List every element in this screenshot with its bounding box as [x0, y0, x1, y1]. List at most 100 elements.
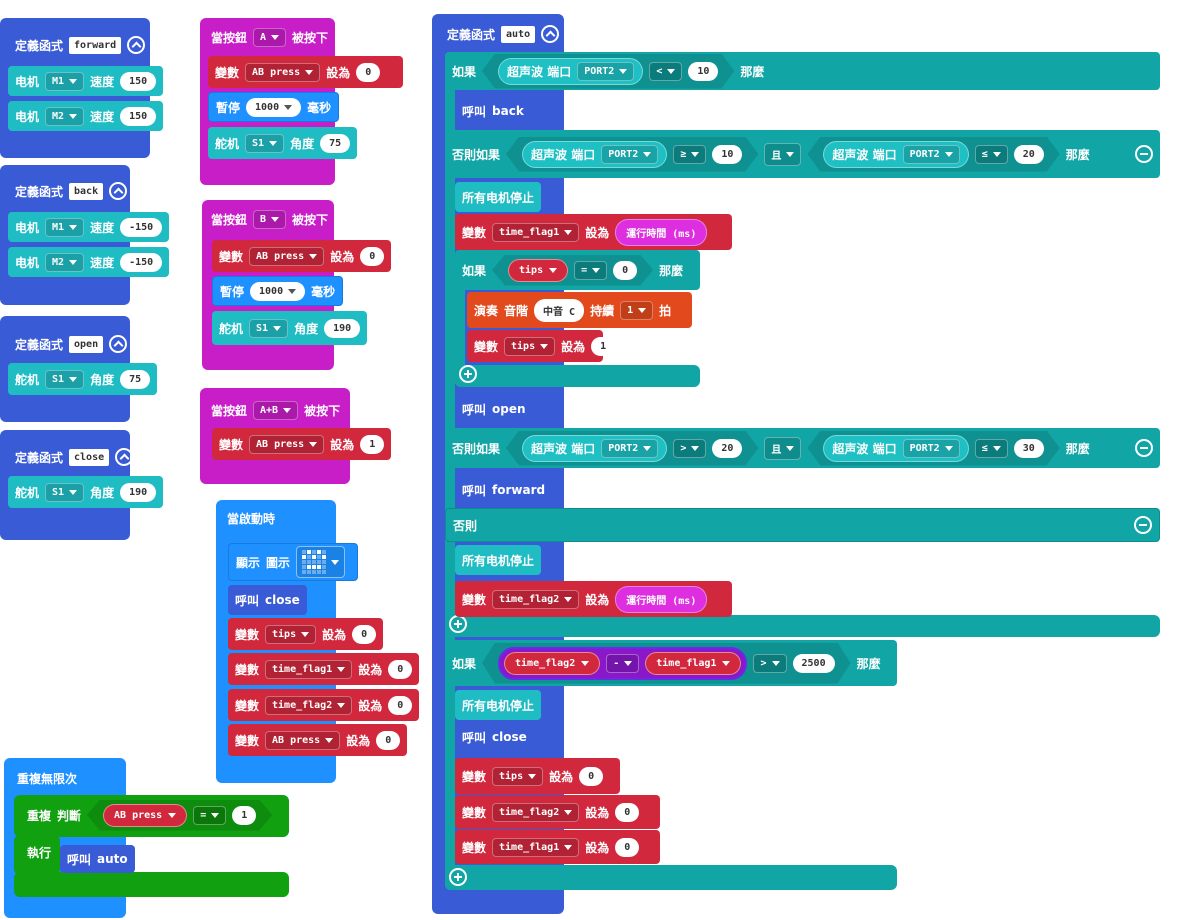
- dropdown[interactable]: PORT2: [601, 145, 658, 164]
- dropdown-text: -: [613, 657, 620, 669]
- dropdown[interactable]: time_flag1: [265, 659, 353, 679]
- value-field[interactable]: 150: [120, 106, 157, 126]
- value-field[interactable]: 20: [1014, 145, 1044, 164]
- dropdown[interactable]: S1: [245, 133, 285, 153]
- dropdown[interactable]: M1: [45, 217, 85, 237]
- dropdown[interactable]: M2: [45, 252, 85, 272]
- dropdown[interactable]: PORT2: [577, 62, 634, 81]
- dropdown[interactable]: S1: [45, 369, 85, 389]
- variable-reporter[interactable]: time_flag1: [645, 652, 741, 675]
- add-branch-button[interactable]: [449, 868, 467, 886]
- keyword: 變數: [462, 805, 487, 820]
- dropdown[interactable]: AB press: [249, 246, 325, 266]
- value-field[interactable]: 0: [615, 802, 640, 822]
- dropdown[interactable]: AB press: [245, 62, 321, 82]
- dropdown[interactable]: >: [673, 439, 706, 458]
- dropdown[interactable]: M2: [45, 106, 85, 126]
- function-name[interactable]: close: [69, 448, 110, 466]
- dropdown[interactable]: 1000: [246, 97, 302, 117]
- dropdown[interactable]: time_flag2: [492, 802, 580, 822]
- value-field[interactable]: 30: [1014, 439, 1044, 458]
- value-field[interactable]: 150: [120, 71, 157, 91]
- variable-reporter[interactable]: AB press: [103, 804, 187, 827]
- dropdown[interactable]: tips: [265, 624, 317, 644]
- value-field[interactable]: 1: [360, 434, 385, 454]
- block: 所有电机停止: [455, 690, 542, 720]
- value-field[interactable]: 中音 C: [534, 298, 585, 322]
- dropdown[interactable]: =: [193, 806, 226, 825]
- dropdown[interactable]: ≥: [673, 145, 706, 164]
- value-field[interactable]: 10: [712, 145, 742, 164]
- value-field[interactable]: 75: [120, 369, 151, 389]
- dropdown[interactable]: AB press: [249, 434, 325, 454]
- variable-reporter[interactable]: time_flag2: [504, 652, 600, 675]
- value-field[interactable]: 190: [324, 318, 361, 338]
- value-field[interactable]: 0: [613, 261, 637, 280]
- value-field[interactable]: 0: [388, 659, 413, 679]
- function-name[interactable]: back: [69, 182, 104, 200]
- dropdown[interactable]: >: [753, 654, 786, 673]
- collapse-button[interactable]: [109, 182, 128, 200]
- dropdown[interactable]: M1: [45, 71, 85, 91]
- dropdown[interactable]: tips: [504, 336, 556, 356]
- dropdown[interactable]: time_flag2: [265, 695, 353, 715]
- dropdown-arrow: [69, 376, 78, 382]
- icon-dropdown[interactable]: [296, 546, 346, 578]
- dropdown-text: tips: [272, 628, 297, 640]
- led: [302, 570, 307, 574]
- dropdown[interactable]: 且: [764, 436, 802, 460]
- dropdown[interactable]: tips: [492, 766, 544, 786]
- variable-reporter[interactable]: tips: [508, 259, 568, 282]
- value-field[interactable]: 0: [352, 624, 377, 644]
- dropdown[interactable]: time_flag1: [492, 222, 580, 242]
- collapse-button[interactable]: [109, 335, 128, 353]
- dropdown[interactable]: AB press: [265, 730, 341, 750]
- value-field[interactable]: 2500: [793, 654, 835, 673]
- dropdown[interactable]: <: [649, 62, 682, 81]
- value-field[interactable]: -150: [120, 252, 163, 272]
- value-field[interactable]: 0: [360, 246, 385, 266]
- value-field[interactable]: 0: [388, 695, 413, 715]
- value-field[interactable]: 0: [579, 766, 604, 786]
- function-name[interactable]: forward: [69, 36, 122, 54]
- add-branch-button[interactable]: [459, 365, 477, 383]
- value-field[interactable]: 0: [356, 62, 381, 82]
- add-branch-button[interactable]: [449, 615, 467, 633]
- dropdown[interactable]: ≤: [975, 439, 1008, 458]
- dropdown[interactable]: A: [253, 27, 287, 47]
- remove-branch-button[interactable]: [1135, 439, 1153, 457]
- sensor-reporter: 超声波 端口 PORT2: [823, 141, 968, 168]
- dropdown[interactable]: A+B: [253, 400, 299, 420]
- dropdown[interactable]: S1: [45, 482, 85, 502]
- dropdown[interactable]: ≤: [975, 145, 1008, 164]
- dropdown[interactable]: 1000: [250, 281, 306, 301]
- value-field[interactable]: 0: [376, 730, 401, 750]
- dropdown[interactable]: S1: [249, 318, 289, 338]
- value-field[interactable]: 190: [120, 482, 157, 502]
- dropdown[interactable]: PORT2: [601, 439, 658, 458]
- dropdown[interactable]: time_flag2: [492, 589, 580, 609]
- dropdown-text: time_flag2: [272, 699, 333, 711]
- dropdown[interactable]: time_flag1: [492, 837, 580, 857]
- remove-branch-button[interactable]: [1134, 516, 1152, 534]
- dropdown[interactable]: -: [606, 654, 639, 673]
- function-name[interactable]: open: [69, 335, 104, 353]
- value-field[interactable]: 20: [712, 439, 742, 458]
- collapse-button[interactable]: [541, 25, 560, 43]
- dropdown[interactable]: B: [253, 209, 287, 229]
- dropdown[interactable]: =: [574, 261, 607, 280]
- dropdown[interactable]: PORT2: [903, 439, 960, 458]
- dropdown[interactable]: PORT2: [903, 145, 960, 164]
- collapse-button[interactable]: [115, 448, 134, 466]
- dropdown[interactable]: 且: [764, 142, 802, 166]
- value-field[interactable]: 1: [232, 806, 256, 825]
- value-field[interactable]: 1: [591, 336, 616, 356]
- collapse-button[interactable]: [127, 36, 146, 54]
- value-field[interactable]: 0: [615, 837, 640, 857]
- value-field[interactable]: -150: [120, 217, 163, 237]
- function-name[interactable]: auto: [501, 25, 536, 43]
- value-field[interactable]: 75: [320, 133, 351, 153]
- value-field[interactable]: 10: [688, 62, 718, 81]
- dropdown[interactable]: 1: [620, 300, 654, 320]
- remove-branch-button[interactable]: [1135, 145, 1153, 163]
